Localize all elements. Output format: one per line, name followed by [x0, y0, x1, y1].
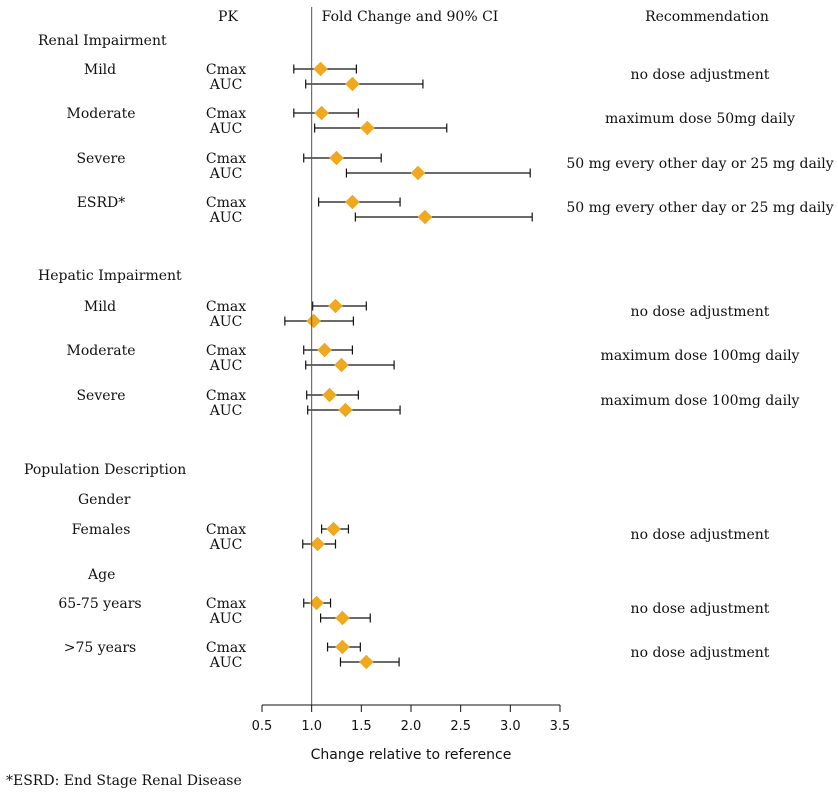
group-label: Moderate [67, 343, 136, 359]
header-recommendation: Recommendation [645, 9, 769, 25]
group-label: 65-75 years [58, 596, 141, 612]
pk-label: AUC [209, 403, 243, 419]
pk-label: Cmax [206, 388, 246, 404]
pk-label: AUC [209, 314, 243, 330]
point-estimate-marker [335, 639, 350, 655]
recommendation-text: maximum dose 100mg daily [601, 348, 800, 364]
point-estimate-marker [345, 76, 360, 92]
pk-label: AUC [209, 166, 243, 182]
section-title-hepatic: Hepatic Impairment [38, 268, 182, 284]
point-estimate-marker [329, 150, 344, 166]
x-axis-label: Change relative to reference [311, 747, 512, 763]
x-tick-label: 0.5 [252, 719, 273, 734]
point-estimate-marker [310, 536, 325, 552]
recommendation-text: no dose adjustment [631, 527, 770, 543]
recommendation-text: no dose adjustment [631, 645, 770, 661]
recommendation-text: no dose adjustment [631, 601, 770, 617]
recommendation-text: 50 mg every other day or 25 mg daily [566, 156, 833, 172]
point-estimate-marker [410, 165, 426, 181]
point-estimate-marker [326, 521, 341, 537]
x-tick-label: 2.5 [450, 719, 471, 734]
section-title-renal: Renal Impairment [38, 33, 167, 49]
point-estimate-marker [328, 298, 343, 314]
pk-label: Cmax [206, 343, 246, 359]
group-label: Severe [76, 388, 125, 404]
pk-label: Cmax [206, 62, 246, 78]
pk-label: Cmax [206, 106, 246, 122]
pk-label: AUC [209, 210, 243, 226]
pk-label: AUC [209, 655, 243, 671]
point-estimate-marker [322, 387, 337, 403]
pk-label: Cmax [206, 522, 246, 538]
group-label: Mild [84, 299, 116, 315]
x-axis: 0.5 1.0 1.5 2.0 2.5 3.0 3.5 [252, 704, 571, 734]
subheader-age: Age [87, 567, 115, 583]
group-label: Females [72, 522, 131, 538]
point-estimate-marker [358, 654, 374, 670]
recommendation-text: no dose adjustment [631, 304, 770, 320]
point-estimate-marker [306, 313, 322, 329]
point-estimate-marker [317, 342, 332, 358]
point-estimate-marker [335, 610, 350, 626]
x-tick-label: 1.0 [301, 719, 322, 734]
pk-label: Cmax [206, 151, 246, 167]
group-label: >75 years [64, 640, 136, 656]
pk-label: AUC [209, 537, 243, 553]
pk-label: Cmax [206, 640, 246, 656]
group-label: Mild [84, 62, 116, 78]
pk-label: AUC [209, 358, 243, 374]
forest-group: Severe 50 mg every other day or 25 mg dai… [76, 150, 834, 182]
recommendation-text: 50 mg every other day or 25 mg daily [566, 200, 833, 216]
point-estimate-marker [314, 105, 329, 121]
recommendation-text: no dose adjustment [631, 67, 770, 83]
point-estimate-marker [417, 209, 433, 225]
forest-group: ESRD* 50 mg every other day or 25 mg dail… [77, 194, 834, 226]
point-estimate-marker [313, 61, 328, 77]
point-estimate-marker [338, 402, 353, 418]
point-estimate-marker [345, 194, 360, 210]
pk-label: AUC [209, 77, 243, 93]
x-tick-label: 3.0 [500, 719, 521, 734]
point-estimate-marker [334, 357, 349, 373]
pk-label: AUC [209, 611, 243, 627]
point-estimate-marker [359, 120, 375, 136]
pk-label: AUC [209, 121, 243, 137]
pk-label: Cmax [206, 299, 246, 315]
recommendation-text: maximum dose 50mg daily [605, 111, 795, 127]
group-label: ESRD* [77, 195, 126, 211]
pk-label: Cmax [206, 195, 246, 211]
subheader-gender: Gender [78, 492, 131, 508]
x-tick-label: 1.5 [351, 719, 372, 734]
section-title-population: Population Description [24, 462, 186, 478]
header-fold-change: Fold Change and 90% CI [322, 9, 499, 25]
recommendation-text: maximum dose 100mg daily [601, 393, 800, 409]
group-label: Moderate [67, 106, 136, 122]
group-label: Severe [76, 151, 125, 167]
x-tick-label: 2.0 [401, 719, 422, 734]
x-tick-label: 3.5 [550, 719, 571, 734]
pk-label: Cmax [206, 596, 246, 612]
header-pk: PK [218, 9, 238, 25]
footnote: *ESRD: End Stage Renal Disease [6, 773, 242, 789]
